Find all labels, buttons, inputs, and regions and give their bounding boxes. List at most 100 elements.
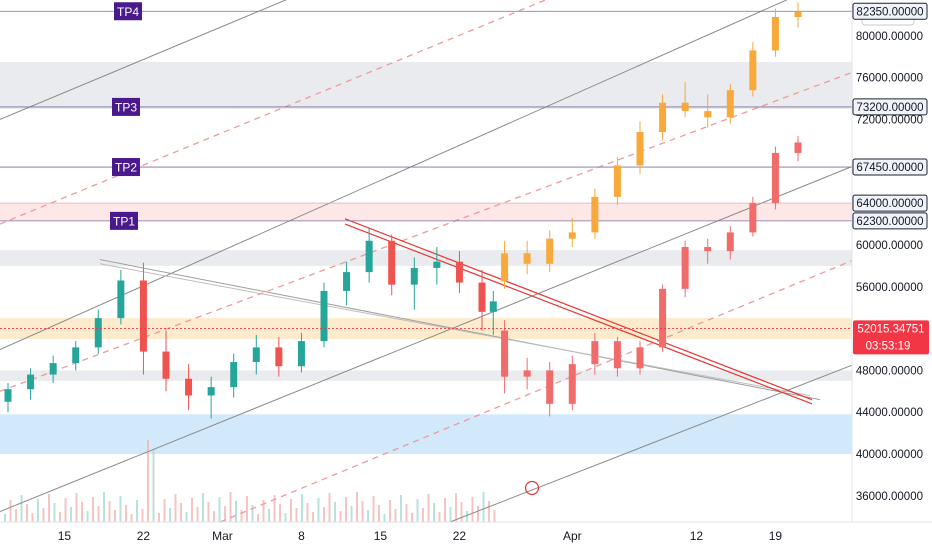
volume-bar — [59, 512, 61, 522]
volume-bar — [433, 503, 435, 522]
volume-bar — [240, 510, 243, 522]
volume-bar — [207, 502, 210, 522]
volume-bar — [394, 509, 397, 522]
level-price-tag-tp4: 82350.00000 — [856, 6, 923, 18]
volume-bar — [218, 497, 221, 522]
volume-bar — [455, 493, 457, 522]
projection-down-candle — [501, 330, 509, 377]
volume-bar — [224, 506, 226, 522]
last-price-tag — [853, 320, 929, 355]
tp-label-tp2: TP2 — [115, 161, 137, 175]
volume-bar — [339, 511, 342, 522]
volume-bar — [427, 494, 430, 522]
time-tick-label: Apr — [563, 529, 582, 543]
volume-bar — [86, 511, 89, 522]
level-price-tag-64000-box — [852, 194, 928, 212]
volume-bar — [191, 498, 193, 522]
volume-bar — [295, 508, 298, 522]
tp-label-tp4: TP4 — [117, 5, 139, 19]
time-tick-label: 8 — [298, 529, 305, 543]
price-candle — [207, 387, 215, 396]
projection-up-candle — [726, 90, 734, 118]
volume-bar — [477, 506, 479, 522]
price-zone — [0, 370, 852, 381]
price-candle — [94, 318, 102, 348]
volume-bar — [229, 492, 232, 522]
volume-bar — [438, 512, 441, 522]
volume-bar — [97, 506, 100, 522]
projection-down-candle — [681, 247, 689, 289]
price-candle — [433, 261, 441, 268]
volume-bar — [70, 507, 72, 522]
price-candle — [4, 389, 12, 402]
projection-up-candle — [523, 253, 531, 264]
price-candle — [72, 347, 80, 364]
volume-bar — [323, 507, 325, 522]
volume-bar — [31, 513, 34, 522]
level-price-tag-tp3-box — [852, 98, 928, 116]
volume-bar — [64, 498, 67, 522]
volume-bar — [174, 494, 177, 522]
projection-up-candle — [749, 50, 757, 91]
volume-bar — [262, 500, 265, 522]
projection-down-candle — [636, 347, 644, 369]
level-price-tag-tp2: 67450.00000 — [856, 162, 923, 174]
volume-bar — [152, 449, 155, 522]
volume-bar — [356, 492, 358, 522]
price-candle — [117, 280, 125, 319]
projection-up-candle — [659, 102, 667, 133]
volume-bar — [108, 501, 111, 522]
volume-bar — [114, 510, 116, 522]
level-price-tag-64000: 64000.00000 — [856, 198, 923, 210]
volume-bar — [284, 513, 287, 522]
resistance-trendline — [344, 223, 813, 405]
volume-bar — [26, 504, 28, 522]
price-zone — [0, 203, 852, 221]
level-price-tag-tp1: 62300.00000 — [856, 216, 923, 228]
price-candle — [478, 282, 486, 312]
price-tick-label: 36000.00000 — [856, 491, 923, 503]
time-tick-label: 22 — [137, 529, 151, 543]
projection-down-candle — [568, 364, 576, 404]
volume-bar — [328, 493, 331, 522]
volume-bar — [345, 497, 347, 522]
volume-bar — [235, 501, 237, 522]
price-candle — [27, 374, 35, 390]
time-tick-label: 22 — [453, 529, 467, 543]
channel-line-mid — [0, 0, 788, 350]
volume-bar — [306, 503, 309, 522]
price-candle — [252, 347, 260, 363]
price-axis[interactable] — [852, 0, 932, 550]
volume-bar — [9, 500, 12, 522]
volume-bar — [213, 511, 215, 522]
volume-bar — [268, 509, 270, 522]
last-price-value: 52015.34751 — [857, 323, 924, 335]
volume-bar — [405, 504, 408, 522]
level-price-tag-tp2-box — [852, 158, 928, 176]
volume-bar — [136, 500, 138, 522]
projection-down-candle — [704, 247, 712, 252]
volume-bar — [290, 499, 292, 522]
time-axis[interactable] — [0, 522, 852, 550]
volume-bar — [202, 493, 204, 522]
volume-bar — [493, 510, 496, 522]
volume-bar — [147, 440, 149, 522]
volume-bar — [4, 514, 6, 522]
volume-bar — [196, 507, 199, 522]
volume-bar — [273, 495, 276, 522]
price-candle — [297, 341, 305, 367]
resistance-trendline — [344, 218, 813, 401]
volume-bar — [103, 492, 105, 522]
time-tick-label: 15 — [58, 529, 72, 543]
marker-circle — [524, 480, 540, 496]
volume-bar — [449, 507, 452, 522]
volume-bar — [312, 512, 314, 522]
volume-bar — [411, 513, 413, 522]
projection-down-candle — [771, 152, 779, 204]
volume-bar — [317, 498, 320, 522]
volume-bar — [482, 492, 485, 522]
price-tick-label: 80000.00000 — [856, 31, 923, 43]
price-candle — [388, 240, 396, 285]
volume-bar — [471, 497, 474, 522]
